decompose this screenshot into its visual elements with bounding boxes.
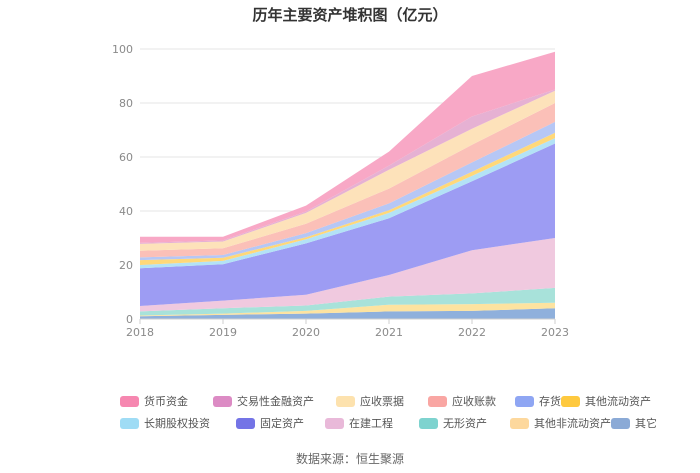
legend-item[interactable]: 应收账款 <box>428 393 496 409</box>
y-tick-label: 20 <box>119 259 133 272</box>
y-tick-label: 100 <box>112 43 133 56</box>
legend-swatch <box>120 395 139 407</box>
y-tick-label: 80 <box>119 97 133 110</box>
axes: 0 20 40 60 80 100 2018 2019 2020 2021 2022 2023 <box>112 43 569 339</box>
legend-item[interactable]: 其它 <box>611 415 657 431</box>
area-series <box>140 51 555 319</box>
area-1 <box>140 302 555 317</box>
x-tick-label: 2021 <box>375 326 403 339</box>
y-tick-label: 0 <box>126 313 133 326</box>
y-tick-label: 40 <box>119 205 133 218</box>
legend-item[interactable]: 固定资产 <box>236 415 304 431</box>
legend-item[interactable]: 其他非流动资产 <box>510 415 611 431</box>
area-0 <box>140 308 555 319</box>
y-tick-label: 60 <box>119 151 133 164</box>
legend-swatch <box>561 395 580 407</box>
legend-label: 其他非流动资产 <box>534 417 611 430</box>
legend-item[interactable]: 货币资金 <box>120 393 188 409</box>
legend-swatch <box>336 395 355 407</box>
legend-item[interactable]: 长期股权投资 <box>120 415 210 431</box>
legend-swatch <box>120 417 139 429</box>
chart-title: 历年主要资产堆积图（亿元） <box>252 6 448 24</box>
legend-row-1: 货币资金 交易性金融资产 应收票据 应收账款 存货 其他流动资产 <box>120 390 651 412</box>
x-tick-label: 2020 <box>292 326 320 339</box>
legend-item[interactable]: 其他流动资产 <box>561 393 651 409</box>
legend-item[interactable]: 存货 <box>515 393 561 409</box>
legend-item[interactable]: 无形资产 <box>419 415 487 431</box>
area-10 <box>140 89 555 244</box>
legend-label: 无形资产 <box>443 417 487 430</box>
x-tick-label: 2022 <box>458 326 486 339</box>
legend-label: 其他流动资产 <box>585 395 651 408</box>
legend-label: 长期股权投资 <box>144 417 210 430</box>
legend-label: 货币资金 <box>144 395 188 408</box>
area-3 <box>140 238 555 312</box>
x-tick-label: 2018 <box>126 326 154 339</box>
legend-swatch <box>515 395 534 407</box>
legend-label: 在建工程 <box>349 417 393 430</box>
legend-row-2: 长期股权投资 固定资产 在建工程 无形资产 其他非流动资产 其它 <box>120 412 657 434</box>
legend-swatch <box>428 395 447 407</box>
legend-swatch <box>510 417 529 429</box>
area-11 <box>140 51 555 243</box>
x-tick-label: 2023 <box>541 326 569 339</box>
legend-swatch <box>325 417 344 429</box>
legend: 货币资金 交易性金融资产 应收票据 应收账款 存货 其他流动资产 长期股权投资 固定资产 在建… <box>120 390 657 434</box>
legend-item[interactable]: 在建工程 <box>325 415 393 431</box>
legend-label: 存货 <box>539 395 561 408</box>
area-4 <box>140 143 555 306</box>
legend-item[interactable]: 交易性金融资产 <box>213 393 314 409</box>
legend-swatch <box>213 395 232 407</box>
legend-label: 交易性金融资产 <box>237 395 314 408</box>
legend-item[interactable]: 应收票据 <box>336 393 404 409</box>
legend-swatch <box>419 417 438 429</box>
legend-swatch <box>236 417 255 429</box>
legend-label: 其它 <box>635 417 657 430</box>
area-2 <box>140 287 555 316</box>
legend-label: 应收账款 <box>452 395 496 408</box>
x-tick-label: 2019 <box>209 326 237 339</box>
legend-label: 固定资产 <box>260 417 304 430</box>
legend-label: 应收票据 <box>360 395 404 408</box>
data-source: 数据来源：恒生聚源 <box>295 452 404 466</box>
legend-swatch <box>611 417 630 429</box>
